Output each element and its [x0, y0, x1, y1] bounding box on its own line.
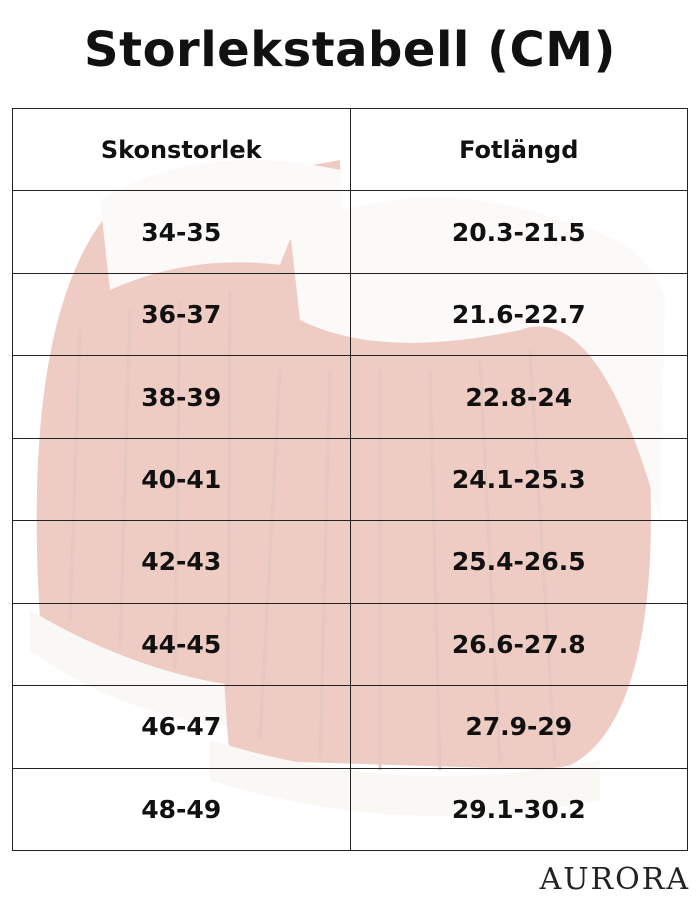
table-row: 48-49 29.1-30.2	[12, 767, 688, 851]
table-row: 34-35 20.3-21.5	[12, 190, 688, 274]
table-cell: 29.1-30.2	[349, 767, 688, 851]
table-cell: 27.9-29	[349, 685, 688, 769]
table-cell: 21.6-22.7	[349, 272, 688, 357]
table-cell: 46-47	[12, 685, 351, 769]
table-cell: 25.4-26.5	[349, 520, 688, 604]
table-cell: 22.8-24	[349, 355, 688, 439]
table-cell: 42-43	[12, 520, 351, 604]
table-row: 46-47 27.9-29	[12, 685, 688, 769]
table-row: 44-45 26.6-27.8	[12, 602, 688, 687]
table-cell: 48-49	[12, 767, 351, 851]
table-row: 40-41 24.1-25.3	[12, 437, 688, 522]
table-cell: 44-45	[12, 602, 351, 687]
brand: AURORA	[539, 862, 690, 897]
table-row: 36-37 21.6-22.7	[12, 272, 688, 357]
table-cell: 20.3-21.5	[349, 190, 688, 274]
table-cell: 38-39	[12, 355, 351, 439]
table-cell: 24.1-25.3	[349, 437, 688, 522]
table-row: 42-43 25.4-26.5	[12, 520, 688, 604]
column-header: Fotlängd	[349, 107, 688, 192]
table-cell: 26.6-27.8	[349, 602, 688, 687]
table-cell: 40-41	[12, 437, 351, 522]
size-table: Skonstorlek Fotlängd 34-35 20.3-21.5 36-37 21…	[12, 107, 688, 851]
table-row: 38-39 22.8-24	[12, 355, 688, 439]
header-row: Skonstorlek Fotlängd	[12, 107, 688, 192]
table-cell: 34-35	[12, 190, 351, 274]
table-cell: 36-37	[12, 272, 351, 357]
title: Storlekstabell (CM)	[84, 22, 616, 78]
column-header: Skonstorlek	[12, 107, 351, 192]
